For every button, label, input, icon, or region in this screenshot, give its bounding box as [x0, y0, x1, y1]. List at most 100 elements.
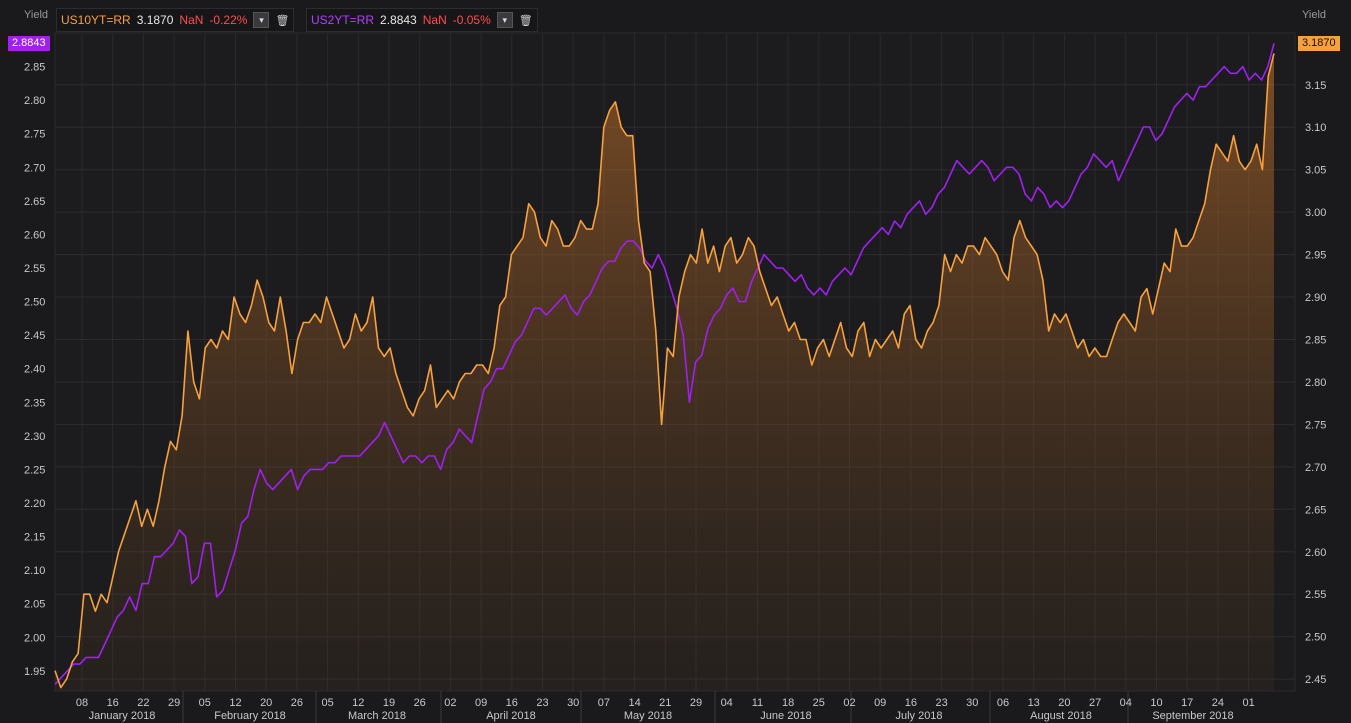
x-tick-label: 09: [475, 697, 487, 709]
last-value-tag-us2y: 2.8843: [8, 36, 50, 51]
chevron-down-icon[interactable]: ▾: [496, 12, 513, 28]
series-line-us2ytrr[interactable]: [54, 43, 1275, 685]
left-axis: 1.95 2.00 2.05 2.10 2.15 2.20 2.25 2.30 2.35 2.40…: [24, 62, 45, 678]
x-tick-label: 05: [199, 697, 211, 709]
right-tick-label: 2.90: [1305, 292, 1326, 304]
month-label: March 2018: [348, 710, 406, 722]
right-tick-label: 2.95: [1305, 250, 1326, 262]
right-axis: 2.45 2.50 2.55 2.60 2.65 2.70 2.75 2.80 2.85 2.90…: [1305, 80, 1326, 686]
legend-ric[interactable]: US10YT=RR: [61, 13, 131, 27]
chevron-down-icon[interactable]: ▾: [253, 12, 270, 28]
right-axis-title: Yield: [1302, 9, 1327, 21]
left-tick-label: 2.70: [24, 162, 45, 174]
left-tick-label: 2.10: [24, 565, 45, 577]
x-tick-label: 29: [690, 697, 702, 709]
month-label: April 2018: [486, 710, 536, 722]
left-tick-label: 2.60: [24, 229, 45, 241]
x-tick-label: 13: [1028, 697, 1040, 709]
x-tick-label: 12: [229, 697, 241, 709]
series-area-us10y: [55, 53, 1274, 691]
x-tick-label: 26: [414, 697, 426, 709]
right-tick-label: 2.70: [1305, 462, 1326, 474]
left-tick-label: 2.30: [24, 431, 45, 443]
right-tick-label: 3.00: [1305, 207, 1326, 219]
right-tick-label: 2.80: [1305, 377, 1326, 389]
legend-ric[interactable]: US2YT=RR: [311, 13, 375, 27]
x-tick-label: 04: [1120, 697, 1132, 709]
x-tick-label: 20: [260, 697, 272, 709]
x-tick-label: 05: [321, 697, 333, 709]
month-label: September 2018: [1152, 710, 1233, 722]
left-tick-label: 2.55: [24, 263, 45, 275]
left-tick-label: 2.80: [24, 95, 45, 107]
legend-last-value: 3.1870: [136, 13, 174, 27]
series-area: [55, 53, 1274, 691]
last-value-tag-us10y: 3.1870: [1298, 36, 1340, 51]
series-line-us10ytrr[interactable]: [54, 53, 1275, 689]
left-tick-label: 1.95: [24, 666, 45, 678]
right-tick-label: 2.85: [1305, 335, 1326, 347]
month-label: August 2018: [1030, 710, 1092, 722]
x-tick-label: 10: [1150, 697, 1162, 709]
x-tick-label: 26: [291, 697, 303, 709]
x-tick-label: 02: [444, 697, 456, 709]
x-tick-label: 17: [1181, 697, 1193, 709]
right-tick-label: 3.10: [1305, 122, 1326, 134]
x-tick-label: 07: [598, 697, 610, 709]
left-tick-label: 2.25: [24, 464, 45, 476]
legend-nan: NaN: [179, 13, 204, 27]
right-tick-label: 2.65: [1305, 504, 1326, 516]
month-label: May 2018: [624, 710, 672, 722]
x-tick-label: 04: [721, 697, 733, 709]
right-tick-label: 2.50: [1305, 632, 1326, 644]
month-label: February 2018: [214, 710, 286, 722]
right-tick-label: 2.60: [1305, 547, 1326, 559]
legend-change: -0.05%: [452, 13, 491, 27]
x-tick-label: 22: [137, 697, 149, 709]
month-label: July 2018: [895, 710, 942, 722]
left-tick-label: 2.85: [24, 62, 45, 74]
legend-item-us10y[interactable]: US10YT=RR 3.1870 NaN -0.22% ▾ 🗑: [56, 8, 295, 32]
month-label: January 2018: [89, 710, 156, 722]
left-tick-label: 2.65: [24, 196, 45, 208]
x-tick-label: 01: [1242, 697, 1254, 709]
x-tick-label: 30: [966, 697, 978, 709]
legend-item-us2y[interactable]: US2YT=RR 2.8843 NaN -0.05% ▾ 🗑: [306, 8, 538, 32]
right-tick-label: 2.75: [1305, 419, 1326, 431]
x-tick-label: 20: [1058, 697, 1070, 709]
x-tick-label: 24: [1212, 697, 1224, 709]
x-tick-label: 16: [905, 697, 917, 709]
x-tick-label: 21: [659, 697, 671, 709]
x-tick-label: 08: [76, 697, 88, 709]
right-tick-label: 2.55: [1305, 589, 1326, 601]
right-tick-label: 3.15: [1305, 80, 1326, 92]
left-tick-label: 2.00: [24, 632, 45, 644]
x-tick-label: 16: [506, 697, 518, 709]
x-tick-label: 23: [935, 697, 947, 709]
left-tick-label: 2.20: [24, 498, 45, 510]
trash-icon[interactable]: 🗑: [518, 14, 533, 27]
right-tick-label: 2.45: [1305, 674, 1326, 686]
month-label: June 2018: [760, 710, 811, 722]
left-tick-label: 2.40: [24, 364, 45, 376]
trash-icon[interactable]: 🗑: [275, 14, 290, 27]
legend-change: -0.22%: [209, 13, 248, 27]
x-tick-label: 06: [997, 697, 1009, 709]
x-tick-label: 09: [874, 697, 886, 709]
legend-nan: NaN: [422, 13, 447, 27]
x-tick-label: 12: [352, 697, 364, 709]
left-tick-label: 2.35: [24, 397, 45, 409]
left-tick-label: 2.05: [24, 599, 45, 611]
left-tick-label: 2.45: [24, 330, 45, 342]
x-tick-label: 27: [1089, 697, 1101, 709]
x-axis: 08 16 22 29 05 12 20 26 05 12 19 26 02 09 16 23 30 07 14 21…: [76, 697, 1255, 722]
x-tick-label: 16: [107, 697, 119, 709]
left-tick-label: 2.50: [24, 297, 45, 309]
right-tick-label: 3.05: [1305, 165, 1326, 177]
x-tick-label: 02: [843, 697, 855, 709]
left-tick-label: 2.75: [24, 129, 45, 141]
x-tick-label: 29: [168, 697, 180, 709]
x-tick-label: 30: [567, 697, 579, 709]
legend-last-value: 2.8843: [380, 13, 417, 27]
